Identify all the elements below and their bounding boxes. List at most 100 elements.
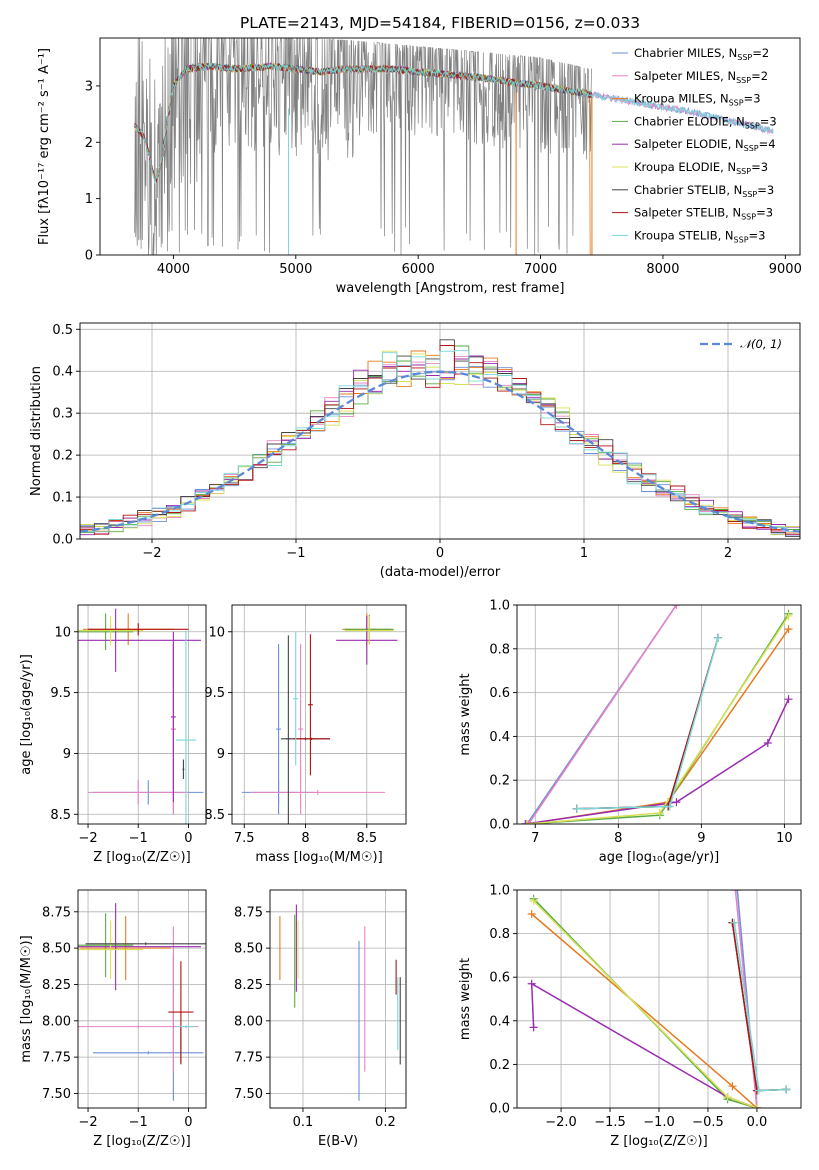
model-spectrum-salpeter-stelib	[134, 62, 593, 184]
point-chabrier-elodie-5	[78, 913, 134, 978]
plot-area	[521, 605, 793, 824]
series-line	[576, 637, 719, 810]
y-tick-label: 10	[208, 625, 225, 640]
series-line	[531, 913, 758, 1108]
legend-label-normal: 𝒩(0, 1)	[740, 337, 782, 351]
y-tick-label: 8.5	[50, 808, 71, 823]
axes: 4000 5000 6000 7000 8000 9000 0 1 2 3 wavelength […	[37, 37, 802, 296]
legend-label-salpeter-miles: Salpeter MILES, NSSP=2	[634, 69, 768, 85]
x-tick-label: 1	[580, 546, 588, 561]
point-salpeter-miles-2	[298, 643, 304, 815]
point-kroupa-elodie-7	[78, 920, 144, 979]
x-tick-label: 8	[301, 831, 309, 846]
x-tick-label: −2	[142, 546, 161, 561]
series-line	[576, 637, 719, 810]
y-tick-label: 0.5	[52, 323, 73, 338]
point-marker	[672, 798, 681, 807]
point-marker	[524, 820, 533, 824]
normal-reference-curve	[80, 370, 800, 533]
grid	[270, 890, 406, 1108]
plot-area	[527, 890, 791, 1108]
y-tick-label: 8.5	[204, 808, 225, 823]
model-spectrum-kroupa-stelib	[133, 62, 774, 184]
point-chabrier-miles-0	[93, 1051, 204, 1055]
legend-label-kroupa-miles: Kroupa MILES, NSSP=3	[634, 92, 761, 108]
point-salpeter-stelib-10	[88, 623, 189, 636]
legend-label-chabrier-elodie: Chabrier ELODIE, NSSP=3	[634, 114, 777, 130]
plot-area	[78, 608, 204, 824]
axes: −2 −1 0 7.50 7.75 8.00 8.25 8.50 8.75 Z [log₁₀(Z/…	[19, 889, 207, 1149]
x-axis-label: age [log₁₀(age/yr)]	[599, 850, 720, 865]
axes: −2.0 −1.5 −1.0 −0.5 0.0 0.0 0.2 0.4 0.6 0.8 1.0 Z […	[458, 884, 802, 1149]
y-tick-label: 0.0	[489, 1102, 510, 1117]
y-tick-label: 0.2	[489, 1058, 510, 1073]
x-tick-label: −2.0	[545, 1115, 577, 1130]
x-tick-label: −1	[129, 831, 148, 846]
point-marker	[527, 979, 536, 988]
series-kroupa-stelib	[730, 918, 791, 1095]
y-tick-label: 8.00	[42, 1014, 71, 1029]
point-chabrier-elodie-5	[78, 613, 134, 651]
y-tick-label: 7.50	[42, 1087, 71, 1102]
legend-label-salpeter-elodie: Salpeter ELODIE, NSSP=4	[634, 137, 776, 153]
point-chabrier-stelib-8	[85, 942, 206, 946]
series-kroupa-miles	[527, 909, 761, 1108]
point-marker	[731, 890, 740, 894]
y-tick-label: 9	[63, 747, 71, 762]
x-tick-label: 8	[614, 831, 622, 846]
axes-frame	[516, 604, 802, 825]
y-tick-label: 8.75	[42, 905, 71, 920]
y-axis-label: mass weight	[458, 958, 473, 1040]
x-tick-label: 9	[697, 831, 705, 846]
series-kroupa-miles	[522, 625, 793, 824]
y-tick-label: 9.5	[204, 686, 225, 701]
figure-title: PLATE=2143, MJD=54184, FIBERID=0156, z=0…	[240, 14, 640, 32]
x-axis-label: Z [log₁₀(Z/Z☉)]	[93, 1134, 190, 1149]
point-marker	[521, 820, 530, 824]
y-tick-label: 1.0	[489, 599, 510, 614]
x-axis-label: mass [log₁₀(M/M☉)]	[255, 850, 382, 865]
point-marker	[665, 802, 674, 811]
axes-frame	[77, 604, 207, 825]
grid	[78, 890, 206, 1108]
x-axis-label: wavelength [Angstrom, rest frame]	[336, 281, 565, 296]
point-kroupa-stelib-11	[175, 1025, 196, 1029]
y-tick-label: 0.8	[489, 642, 510, 657]
legend-label-kroupa-elodie: Kroupa ELODIE, NSSP=3	[634, 160, 768, 176]
point-kroupa-miles-4	[80, 916, 171, 981]
x-tick-label: 0.1	[293, 1115, 314, 1130]
y-axis-label: Normed distribution	[29, 366, 44, 496]
point-salpeter-elodie-6	[78, 608, 201, 672]
point-marker	[529, 896, 538, 905]
series-chabrier-elodie	[522, 609, 793, 824]
series-line	[526, 615, 790, 824]
x-axis-label: Z [log₁₀(Z/Z☉)]	[610, 1134, 707, 1149]
x-tick-label: −1.0	[643, 1115, 675, 1130]
x-tick-label: 4000	[157, 262, 190, 277]
series-line	[526, 613, 790, 824]
plot-area	[80, 339, 800, 538]
series-salpeter-miles	[524, 605, 681, 824]
grid	[232, 605, 406, 824]
axes: 7.5 8 8.5 8.5 9 9.5 10 mass [log₁₀(M/M☉)]	[204, 604, 407, 865]
point-salpeter-stelib-10	[168, 961, 194, 1063]
y-axis-label: age [log₁₀(age/yr)]	[19, 654, 34, 775]
axes: 0.1 0.2 7.50 7.75 8.00 8.25 8.50 8.75 E(B-V)	[234, 889, 407, 1149]
series-line	[530, 982, 758, 1108]
plot-area	[133, 38, 774, 255]
y-tick-label: 8.75	[234, 905, 263, 920]
axes: 7 8 9 10 0.0 0.2 0.4 0.6 0.8 1.0 age [log₁₀(age/yr…	[458, 599, 802, 865]
y-axis-label: mass [log₁₀(M/M☉)]	[19, 935, 34, 1062]
x-tick-label: −1	[129, 1115, 148, 1130]
x-tick-label: 6000	[402, 262, 435, 277]
point-marker	[782, 1085, 791, 1094]
x-axis-label: E(B-V)	[318, 1134, 358, 1149]
y-tick-label: 1.0	[489, 884, 510, 899]
y-tick-label: 0.4	[489, 1014, 510, 1029]
y-tick-label: 0.2	[489, 774, 510, 789]
point-marker	[784, 695, 793, 704]
point-marker	[784, 611, 793, 620]
legend-label-chabrier-stelib: Chabrier STELIB, NSSP=3	[634, 183, 774, 199]
y-tick-label: 7.75	[234, 1051, 263, 1066]
